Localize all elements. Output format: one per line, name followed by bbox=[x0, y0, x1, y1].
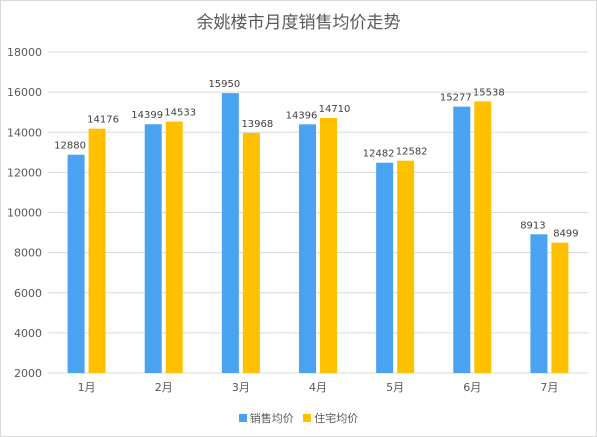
data-label: 12482 bbox=[363, 149, 395, 160]
chart-title: 余姚楼市月度销售均价走势 bbox=[196, 13, 401, 33]
data-label: 15277 bbox=[440, 93, 472, 104]
y-tick-label: 12000 bbox=[7, 166, 42, 179]
data-label: 12582 bbox=[396, 147, 428, 158]
x-tick-label: 4月 bbox=[309, 381, 327, 394]
legend-item-series-2: 住宅均价 bbox=[303, 410, 358, 426]
x-tick-label: 6月 bbox=[463, 381, 481, 394]
data-label: 13968 bbox=[241, 119, 273, 130]
bar bbox=[144, 124, 162, 374]
bar bbox=[67, 154, 85, 373]
y-tick-label: 18000 bbox=[7, 46, 42, 59]
bar bbox=[530, 234, 548, 373]
bar bbox=[376, 162, 394, 373]
data-label: 15950 bbox=[208, 79, 240, 90]
legend-swatch-series-1 bbox=[238, 414, 247, 422]
legend-label-series-1: 销售均价 bbox=[249, 412, 294, 425]
legend-item-series-1: 销售均价 bbox=[238, 410, 294, 426]
y-tick-label: 6000 bbox=[14, 287, 42, 300]
bar bbox=[551, 242, 569, 373]
data-label: 8913 bbox=[520, 220, 545, 231]
bar bbox=[221, 93, 239, 374]
bar bbox=[320, 118, 337, 374]
bar bbox=[474, 101, 492, 374]
data-label: 14396 bbox=[286, 110, 318, 121]
y-tick-label: 10000 bbox=[7, 207, 42, 220]
bar bbox=[397, 160, 415, 373]
bar bbox=[453, 106, 471, 373]
chart-legend: 销售均价 住宅均价 bbox=[0, 410, 597, 426]
data-label: 14533 bbox=[164, 108, 196, 119]
legend-swatch-series-2 bbox=[303, 414, 312, 422]
data-label: 14176 bbox=[87, 115, 119, 126]
x-tick-label: 5月 bbox=[386, 381, 404, 394]
y-tick-label: 14000 bbox=[7, 126, 42, 139]
data-label: 15538 bbox=[473, 87, 505, 98]
data-label: 12880 bbox=[54, 141, 86, 152]
y-tick-label: 4000 bbox=[14, 327, 42, 340]
bar bbox=[299, 124, 316, 373]
data-label: 8499 bbox=[553, 229, 578, 240]
data-label: 14399 bbox=[131, 110, 163, 121]
x-tick-label: 3月 bbox=[232, 381, 250, 394]
legend-label-series-2: 住宅均价 bbox=[314, 412, 359, 425]
y-tick-label: 2000 bbox=[14, 367, 42, 380]
y-tick-label: 8000 bbox=[14, 247, 42, 260]
bar bbox=[88, 128, 106, 373]
y-tick-label: 16000 bbox=[7, 86, 42, 99]
x-tick-label: 1月 bbox=[78, 381, 96, 394]
x-tick-label: 2月 bbox=[155, 381, 173, 394]
bar bbox=[165, 121, 183, 373]
x-tick-label: 7月 bbox=[540, 381, 558, 394]
data-label: 14710 bbox=[319, 104, 351, 115]
bar bbox=[242, 132, 260, 373]
